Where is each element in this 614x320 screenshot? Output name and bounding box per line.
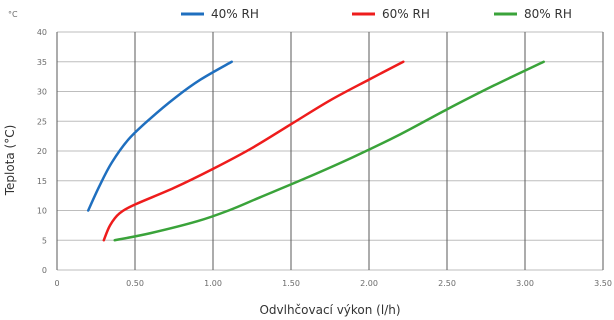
y-tick-label: 25 [37, 117, 47, 126]
x-tick-label: 1.50 [282, 279, 300, 288]
legend-label: 40% RH [211, 7, 259, 21]
y-tick-label: 20 [37, 147, 47, 156]
legend-label: 60% RH [382, 7, 430, 21]
x-tick-label: 3.00 [516, 279, 534, 288]
x-axis-label: Odvlhčovací výkon (l/h) [259, 303, 400, 317]
y-axis-label: Teplota (°C) [3, 125, 17, 197]
y-tick-label: 15 [37, 177, 47, 186]
x-tick-label: 0 [54, 279, 59, 288]
legend: 40% RH 60% RH 80% RH [181, 7, 572, 21]
legend-item-60-rh: 60% RH [352, 7, 430, 21]
x-tick-label: 2.00 [360, 279, 378, 288]
y-tick-label: 40 [37, 28, 47, 37]
x-tick-label: 2.50 [438, 279, 456, 288]
series-line-60-rh [102, 60, 405, 242]
y-tick-label: 5 [42, 236, 47, 245]
y-tick-label: 30 [37, 88, 47, 97]
legend-item-40-rh: 40% RH [181, 7, 259, 21]
x-tick-label: 0.50 [126, 279, 144, 288]
x-tick-label: 3.50 [594, 279, 612, 288]
legend-label: 80% RH [524, 7, 572, 21]
ticks: 0 5 10 15 20 25 30 35 40 0 0.50 1.00 1.50 2.00 2.50 3.0… [37, 28, 612, 288]
y-tick-label: 35 [37, 58, 47, 67]
x-tick-label: 1.00 [204, 279, 222, 288]
y-unit-label: °C [8, 10, 18, 19]
y-tick-label: 10 [37, 207, 47, 216]
series-line-40-rh [86, 60, 233, 212]
series-layer [86, 60, 545, 242]
legend-item-80-rh: 80% RH [494, 7, 572, 21]
y-tick-label: 0 [42, 266, 47, 275]
series-line-80-rh [113, 60, 545, 242]
grid [56, 31, 604, 271]
